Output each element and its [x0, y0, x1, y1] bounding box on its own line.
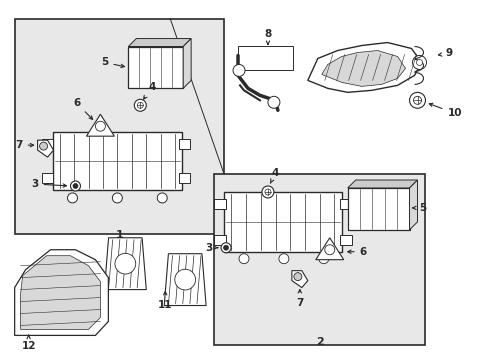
Circle shape — [319, 254, 329, 264]
Text: 5: 5 — [101, 58, 124, 68]
Polygon shape — [322, 50, 406, 86]
Polygon shape — [316, 238, 343, 260]
Circle shape — [134, 99, 147, 111]
Circle shape — [221, 243, 231, 253]
Circle shape — [223, 245, 228, 250]
Bar — [42, 173, 52, 183]
Bar — [179, 173, 190, 183]
Circle shape — [294, 273, 302, 280]
Text: 2: 2 — [316, 337, 324, 347]
Bar — [15, 19, 224, 234]
Bar — [348, 188, 410, 230]
Circle shape — [233, 64, 245, 76]
Text: 9: 9 — [439, 49, 453, 58]
Circle shape — [71, 181, 80, 191]
Text: 1: 1 — [116, 230, 123, 240]
Circle shape — [410, 92, 425, 108]
Circle shape — [96, 121, 105, 131]
Polygon shape — [15, 250, 108, 336]
Polygon shape — [104, 238, 147, 289]
Bar — [128, 46, 183, 88]
Polygon shape — [292, 271, 308, 288]
Circle shape — [325, 245, 335, 255]
Bar — [179, 139, 190, 149]
Bar — [52, 132, 182, 190]
Bar — [340, 235, 352, 245]
Polygon shape — [410, 180, 417, 230]
Circle shape — [414, 96, 421, 104]
Polygon shape — [164, 254, 206, 306]
Circle shape — [265, 189, 271, 195]
Text: 7: 7 — [296, 289, 303, 307]
Text: 6: 6 — [348, 247, 367, 257]
Circle shape — [413, 55, 426, 69]
Bar — [214, 235, 226, 245]
Text: 3: 3 — [31, 179, 67, 189]
Text: 4: 4 — [144, 82, 156, 99]
Circle shape — [268, 96, 280, 108]
Circle shape — [112, 193, 122, 203]
Bar — [214, 174, 425, 345]
Polygon shape — [183, 39, 191, 88]
Circle shape — [68, 193, 77, 203]
Text: 5: 5 — [413, 203, 427, 213]
Polygon shape — [86, 114, 114, 136]
Polygon shape — [38, 140, 53, 157]
Polygon shape — [128, 39, 191, 46]
Text: 3: 3 — [205, 243, 218, 253]
Text: 4: 4 — [270, 168, 279, 183]
Circle shape — [239, 254, 249, 264]
Circle shape — [157, 193, 167, 203]
Bar — [238, 45, 293, 71]
Text: 10: 10 — [429, 103, 462, 118]
Circle shape — [416, 59, 422, 66]
Circle shape — [137, 102, 143, 108]
Circle shape — [40, 142, 48, 150]
Text: 6: 6 — [73, 98, 93, 120]
Text: 8: 8 — [264, 28, 271, 45]
Circle shape — [279, 254, 289, 264]
Text: 7: 7 — [15, 140, 34, 150]
Circle shape — [262, 186, 274, 198]
Polygon shape — [308, 42, 421, 92]
Polygon shape — [348, 180, 417, 188]
Circle shape — [73, 184, 78, 189]
Circle shape — [175, 269, 196, 290]
Text: 11: 11 — [158, 292, 172, 310]
Bar — [42, 139, 52, 149]
Bar — [224, 192, 342, 252]
Polygon shape — [21, 256, 100, 329]
Bar — [214, 199, 226, 209]
Bar — [340, 199, 352, 209]
Text: 12: 12 — [22, 335, 36, 351]
Circle shape — [115, 253, 136, 274]
